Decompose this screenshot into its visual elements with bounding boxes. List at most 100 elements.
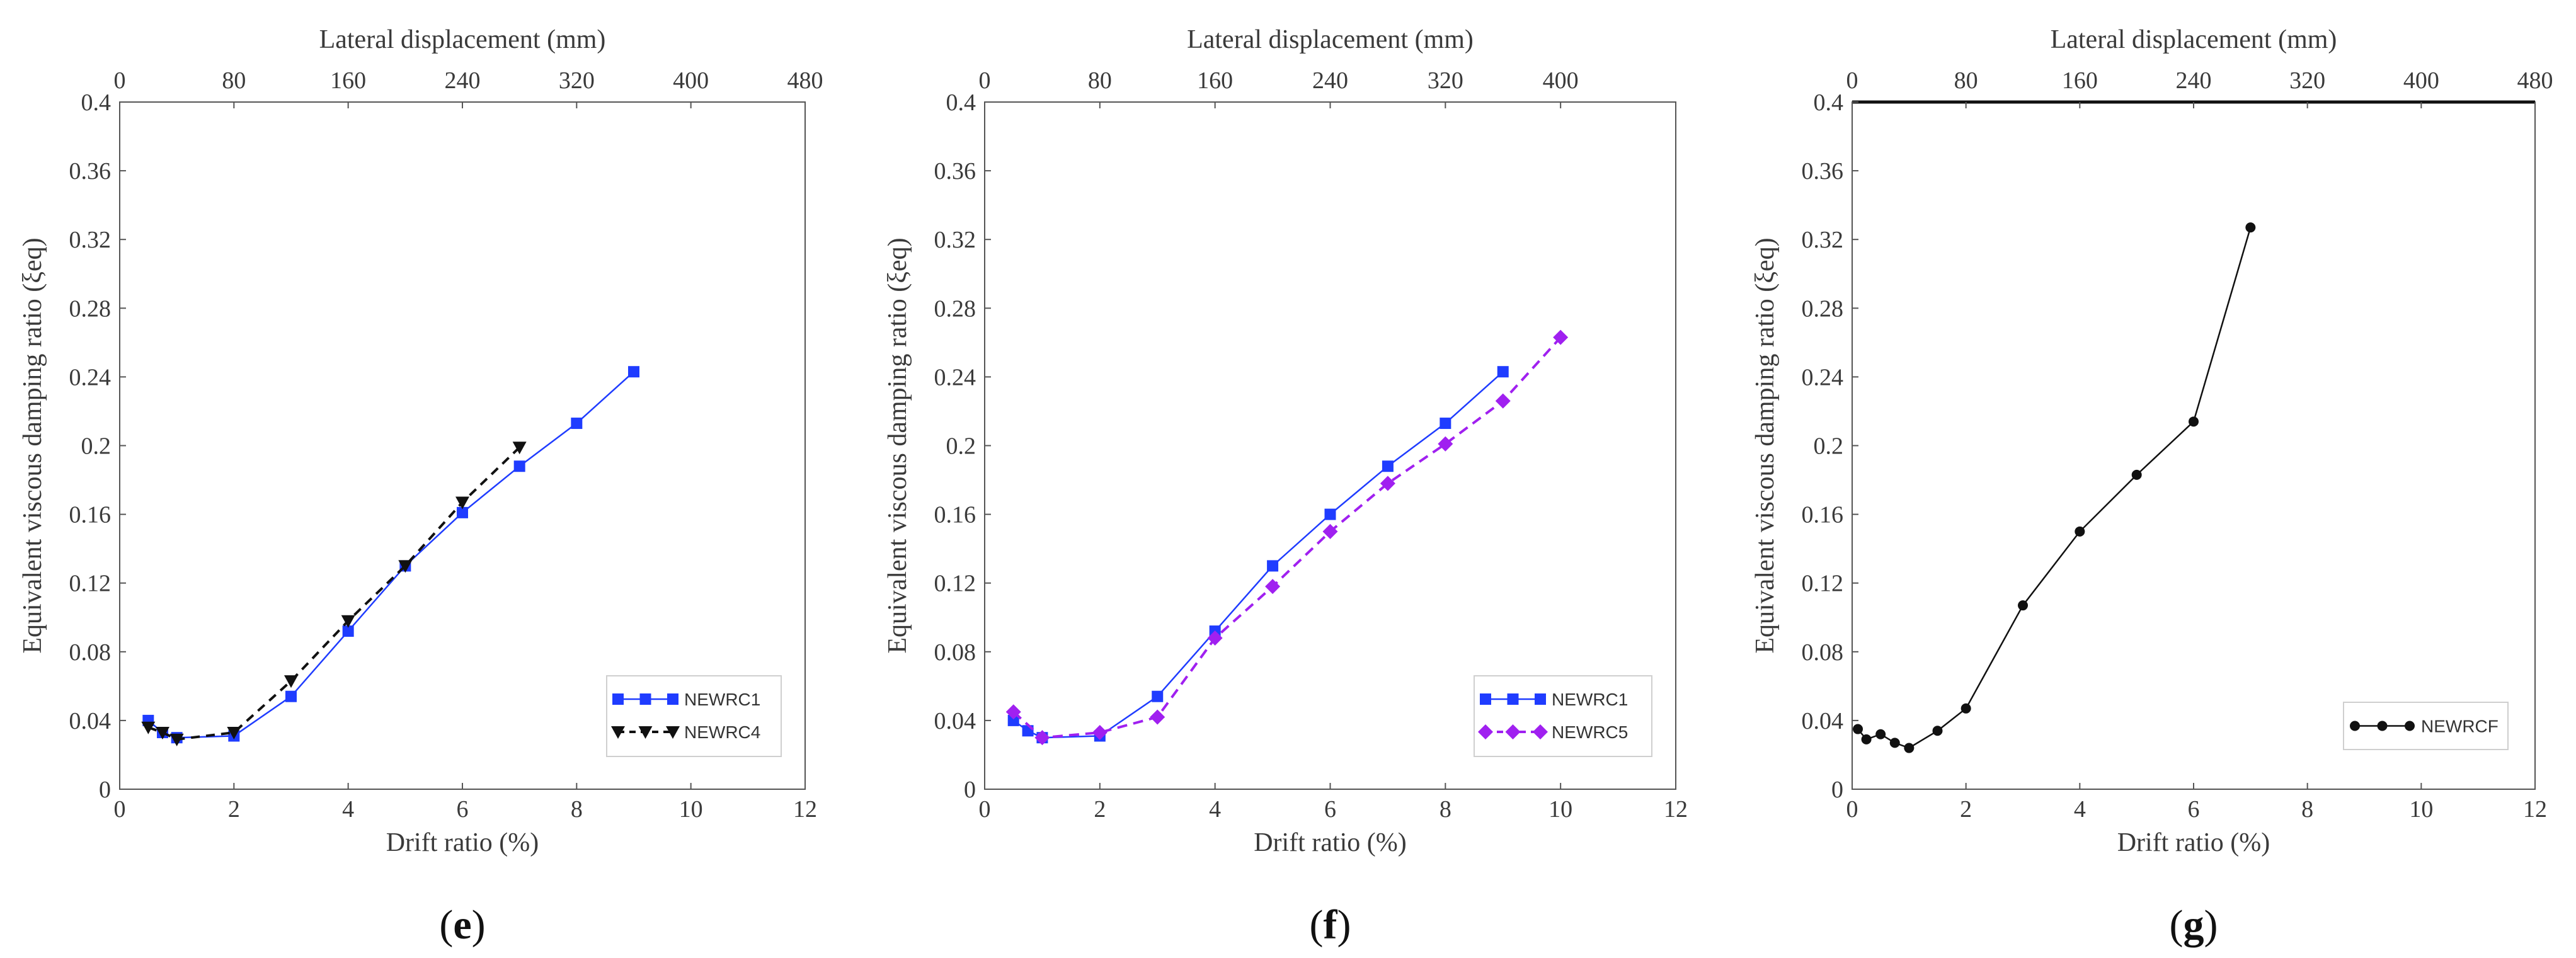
x-axis-title: Drift ratio (%) [1254,828,1407,857]
y-tick-label: 0 [99,777,111,803]
x2-tick-label: 80 [222,67,246,94]
legend-marker [1480,693,1491,705]
panel-label-close-paren: ) [472,902,486,948]
x2-tick-label: 400 [1543,67,1579,94]
series-line [1012,371,1504,739]
x2-tick-label: 0 [979,67,991,94]
chart-panel-e: 00.040.080.120.160.20.240.280.320.360.40… [18,25,823,948]
legend-entry-label: NEWRCF [2421,717,2499,736]
legend-marker [612,693,624,705]
data-point [1438,436,1453,452]
data-point [1904,743,1915,753]
data-point [2018,600,2028,611]
data-point [1889,738,1900,748]
chart-panel-g: 00.040.080.120.160.20.240.280.320.360.40… [1751,25,2553,948]
x2-tick-label: 480 [2517,67,2553,94]
legend-marker [667,693,678,705]
x-tick-label: 6 [457,796,469,823]
x-tick-label: 6 [2188,796,2200,823]
panel-label: (e) [439,902,485,948]
data-point [1932,726,1943,736]
panel-label-letter: f [1324,902,1338,948]
data-point [169,733,184,746]
x2-axis-title: Lateral displacement (mm) [1187,25,1474,54]
chart-panel-f: 00.040.080.120.160.20.240.280.320.360.40… [883,25,1688,948]
y-tick-label: 0.28 [934,295,976,322]
panel-label-letter: e [453,902,471,948]
data-point [1267,560,1279,572]
series-newrc4 [141,442,527,746]
y-tick-label: 0.36 [934,158,976,185]
data-point [1152,690,1164,702]
y-tick-label: 0.24 [69,364,112,391]
legend-entry-label: NEWRC1 [1552,690,1628,709]
x-tick-label: 8 [571,796,583,823]
data-point [571,418,583,430]
series-line [1857,227,2252,749]
data-point [2245,222,2256,233]
data-point [1961,703,1971,714]
data-point [285,690,297,702]
y-tick-label: 0.36 [1802,158,1844,185]
x2-tick-label: 0 [1846,67,1858,94]
legend-entry-label: NEWRC1 [684,690,760,709]
y-tick-label: 0.36 [69,158,112,185]
series-newrc5 [1005,329,1569,746]
data-point [1497,366,1509,378]
x2-tick-label: 160 [1197,67,1233,94]
x2-tick-label: 240 [445,67,481,94]
data-point [1380,476,1395,491]
data-point [1265,579,1281,595]
x-tick-label: 0 [1846,796,1858,823]
legend: NEWRCF [2343,702,2509,750]
x2-tick-label: 0 [114,67,126,94]
panel-label-open-paren: ( [439,902,453,948]
legend-marker [666,726,680,739]
legend-marker [1478,724,1493,739]
y-axis-title: Equivalent viscous damping ratio (ξeq) [1751,237,1780,653]
legend: NEWRC1 NEWRC5 [1474,675,1652,757]
y-tick-label: 0.32 [934,227,976,253]
y-tick-label: 0.04 [1802,708,1844,734]
x2-tick-label: 240 [2176,67,2212,94]
data-point [628,366,639,378]
x-tick-label: 2 [228,796,240,823]
x2-tick-label: 160 [2062,67,2098,94]
data-point [1150,709,1165,725]
data-point [156,726,169,739]
data-point [1382,460,1394,472]
y-tick-label: 0.16 [1802,502,1844,528]
panel-label: (g) [2170,902,2218,948]
data-point [1440,418,1451,430]
x2-tick-label: 240 [1312,67,1348,94]
panel-label: (f) [1310,902,1351,948]
x2-tick-label: 320 [1428,67,1463,94]
x2-axis-title: Lateral displacement (mm) [2051,25,2337,54]
data-point [2189,416,2199,427]
x-axis-title: Drift ratio (%) [386,828,539,857]
y-tick-label: 0.24 [1802,364,1844,391]
y-tick-label: 0.32 [1802,227,1844,253]
x2-tick-label: 400 [673,67,709,94]
y-tick-label: 0 [1831,777,1843,803]
data-point [512,442,527,455]
data-point [141,721,156,734]
series-newrcf [1853,222,2256,753]
y-tick-label: 0.24 [934,364,976,391]
data-point [342,625,354,637]
series-newrc1 [142,366,639,744]
x-tick-label: 6 [1324,796,1336,823]
y-tick-label: 0.28 [69,295,112,322]
x2-axis-title: Lateral displacement (mm) [319,25,606,54]
legend: NEWRC1 NEWRC4 [606,675,782,757]
x-tick-label: 2 [1094,796,1106,823]
x-tick-label: 0 [979,796,991,823]
legend-box [606,675,782,757]
y-tick-label: 0.04 [934,708,976,734]
data-point [284,675,298,688]
legend-marker [2405,721,2415,731]
y-tick-label: 0.04 [69,708,112,734]
y-tick-label: 0.4 [1814,89,1844,116]
y-tick-label: 0.32 [69,227,112,253]
y-tick-label: 0.4 [81,89,112,116]
